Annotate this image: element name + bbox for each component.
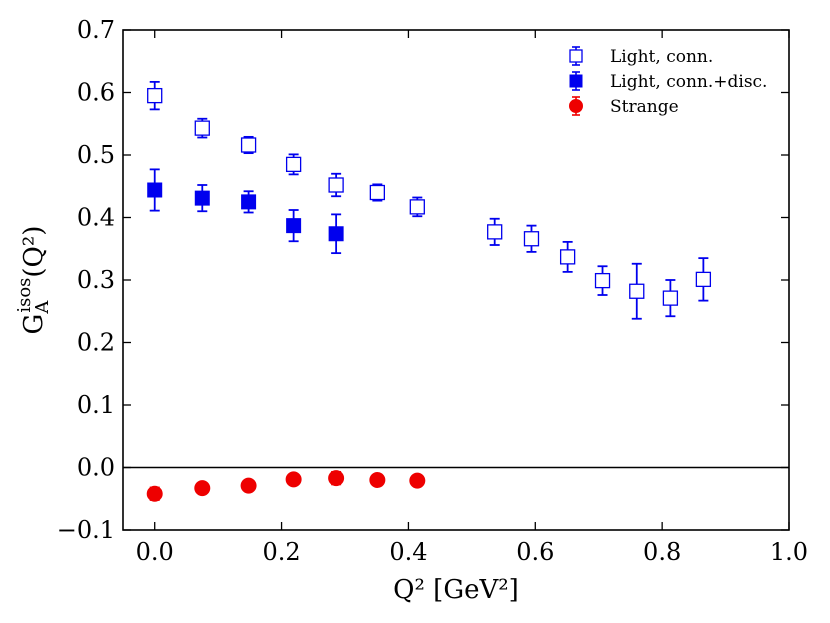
series-2	[146, 470, 426, 502]
y-axis-label-sup: isos	[14, 278, 35, 313]
data-point	[328, 226, 344, 242]
y-tick-label: 0.2	[77, 329, 115, 357]
plot-marks	[146, 80, 712, 502]
y-tick-label: 0.1	[77, 391, 115, 419]
data-point	[559, 249, 576, 265]
data-point	[629, 283, 645, 299]
data-point	[695, 271, 712, 288]
data-point	[147, 182, 163, 198]
y-axis-label-arg: (Q²)	[19, 226, 49, 278]
data-point	[285, 156, 302, 173]
data-point	[286, 218, 302, 234]
y-tick-label: 0.6	[77, 79, 115, 107]
y-tick-label: 0.7	[77, 16, 115, 44]
x-tick-label: 0.8	[643, 538, 681, 566]
legend-label: Light, conn.	[610, 47, 713, 67]
data-point	[523, 231, 540, 247]
data-point	[328, 470, 345, 487]
legend-marker	[569, 49, 583, 63]
data-point	[194, 480, 211, 497]
legend-marker	[569, 74, 583, 88]
series-1	[147, 168, 344, 255]
data-point	[240, 137, 257, 153]
x-axis-label: Q² [GeV²]	[393, 575, 519, 605]
y-tick-label: 0.3	[77, 266, 115, 294]
data-point	[285, 471, 302, 488]
data-point	[146, 485, 163, 502]
data-point	[487, 224, 503, 240]
x-tick-label: 1.0	[770, 538, 808, 566]
data-point	[194, 120, 210, 136]
series-0	[147, 80, 712, 320]
data-point	[369, 472, 386, 488]
legend-label: Light, conn.+disc.	[610, 72, 767, 92]
data-point	[328, 177, 344, 193]
x-tick-label: 0.0	[136, 538, 174, 566]
legend: Light, conn. Light, conn.+disc. Strange	[569, 46, 767, 117]
x-tick-label: 0.6	[516, 538, 554, 566]
y-axis-label-main: G	[19, 314, 49, 335]
data-point	[409, 472, 426, 489]
data-point	[369, 184, 385, 201]
tick-labels: 0.0 0.2 0.4 0.6 0.8 1.0 −0.1 0.0 0.1 0.2 0.3 0.4 0.5…	[57, 16, 808, 566]
legend-entry: Strange	[569, 96, 679, 117]
y-axis-label-sub: A	[32, 300, 53, 315]
legend-label: Strange	[610, 97, 679, 117]
axis-ticks	[123, 29, 790, 531]
x-tick-label: 0.2	[262, 538, 300, 566]
data-point	[240, 477, 257, 494]
y-tick-label: 0.5	[77, 141, 115, 169]
data-point	[594, 272, 611, 289]
legend-entry: Light, conn.+disc.	[569, 71, 767, 92]
legend-entry: Light, conn.	[569, 46, 713, 67]
data-point	[662, 290, 679, 306]
y-tick-label: 0.4	[77, 204, 115, 232]
data-point	[147, 87, 163, 104]
y-tick-label: 0.0	[77, 454, 115, 482]
plot-frame	[122, 29, 790, 531]
x-tick-label: 0.4	[389, 538, 427, 566]
data-point	[409, 199, 425, 215]
y-tick-label: −0.1	[57, 516, 115, 544]
legend-marker	[569, 99, 583, 113]
data-point	[194, 190, 210, 206]
y-axis-label: GAisos(Q²)	[14, 226, 53, 335]
data-point	[241, 194, 257, 210]
